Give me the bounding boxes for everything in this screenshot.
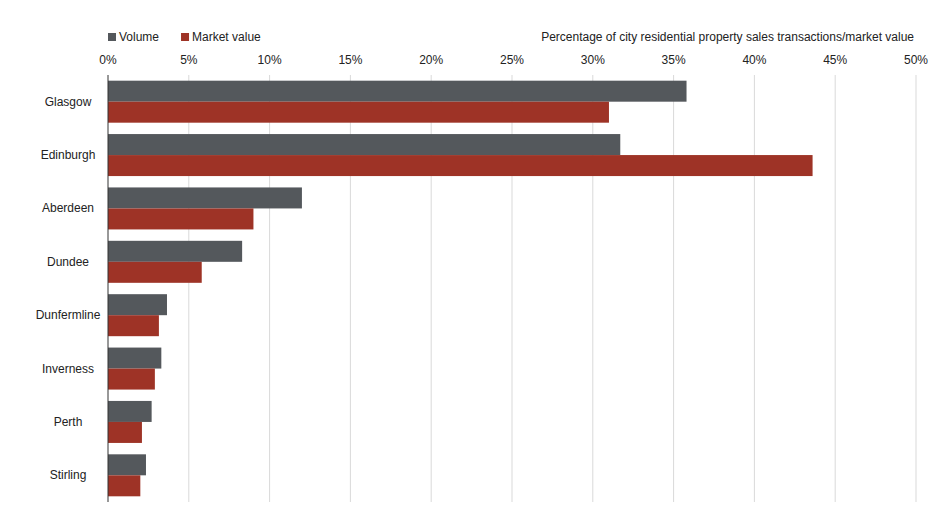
bar [108,369,155,390]
category-label: Dundee [47,255,89,269]
tick-label: 5% [180,53,198,67]
bar [108,422,142,443]
tick-label: 20% [419,53,443,67]
bar [108,241,242,262]
bar [108,208,253,229]
bar [108,102,609,123]
category-label: Stirling [50,468,87,482]
bars [108,81,813,497]
bar [108,134,620,155]
category-label: Edinburgh [41,148,96,162]
tick-label: 0% [99,53,117,67]
bar [108,348,161,369]
bar [108,187,302,208]
bar [108,155,813,176]
grid-line [673,75,674,502]
legend-label: Volume [119,30,159,44]
tick-label: 40% [742,53,766,67]
legend-swatch [108,33,116,41]
grid-line [916,75,917,502]
grid-line [754,75,755,502]
bar [108,262,202,283]
bar [108,475,140,496]
category-label: Inverness [42,362,94,376]
tick-label: 25% [500,53,524,67]
category-label: Perth [54,415,83,429]
legend-label: Market value [192,30,261,44]
bar [108,81,687,102]
tick-label: 45% [823,53,847,67]
chart: 0% 5% 10% 15% 20% 25% 30% 35% 40% 45% 50% Glasgow Ed… [0,0,940,529]
bar [108,401,152,422]
grid-line [835,75,836,502]
tick-label: 35% [662,53,686,67]
tick-label: 15% [338,53,362,67]
tick-label: 10% [258,53,282,67]
bar [108,454,146,475]
axis-title: Percentage of city residential property … [541,30,914,44]
tick-label: 50% [904,53,928,67]
category-label: Dunfermline [36,308,101,322]
axis-line [108,75,109,502]
bar [108,294,167,315]
tick-label: 30% [581,53,605,67]
category-label: Aberdeen [42,201,94,215]
bar [108,315,159,336]
legend-swatch [181,33,189,41]
category-label: Glasgow [45,95,92,109]
